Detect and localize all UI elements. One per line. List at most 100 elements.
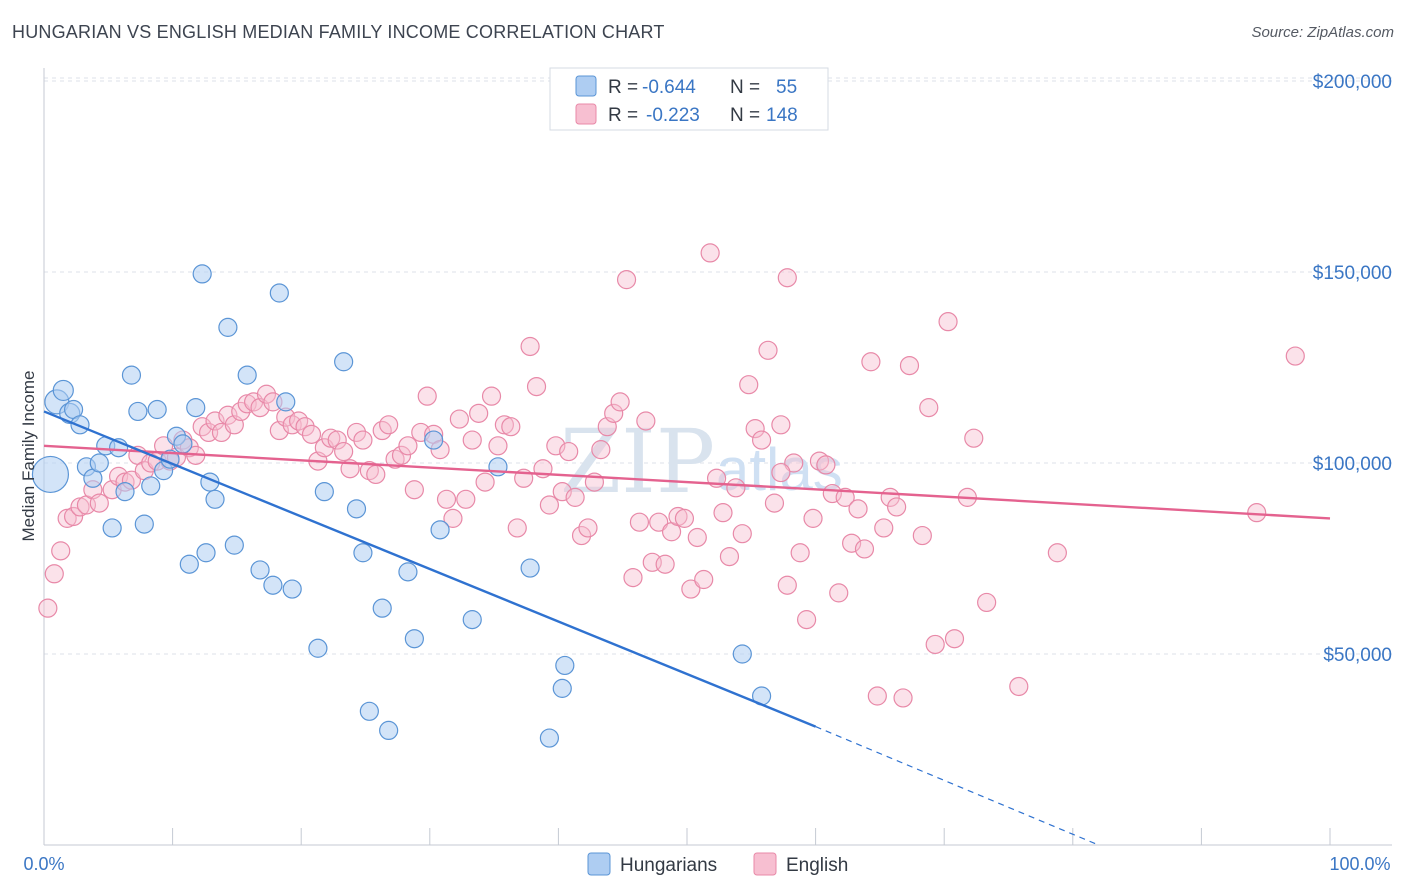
hungarian-point bbox=[192, 264, 212, 284]
watermark-zip: ZIP bbox=[560, 410, 715, 513]
hungarian-point bbox=[70, 415, 90, 435]
hungarian-point bbox=[218, 317, 238, 337]
x-tick-marks bbox=[43, 828, 1331, 845]
english-point bbox=[443, 508, 463, 528]
hungarian-point bbox=[179, 554, 199, 574]
english-point bbox=[578, 518, 598, 538]
english-point bbox=[379, 415, 399, 435]
english-point bbox=[919, 398, 939, 418]
english-point bbox=[964, 428, 984, 448]
english-point bbox=[732, 524, 752, 544]
english-point bbox=[700, 243, 720, 263]
english-trend-line bbox=[43, 444, 1331, 520]
english-point bbox=[327, 430, 347, 450]
hungarian-point bbox=[237, 365, 257, 385]
hungarian-point bbox=[31, 455, 70, 494]
hungarian-trend-extension bbox=[815, 726, 1099, 846]
english-point bbox=[231, 401, 251, 422]
english-point bbox=[604, 403, 624, 423]
hungarian-point bbox=[404, 629, 424, 649]
english-point bbox=[784, 453, 804, 473]
english-point bbox=[301, 424, 322, 444]
english-point bbox=[925, 634, 945, 655]
english-point bbox=[764, 493, 785, 513]
hungarian-point bbox=[269, 283, 289, 303]
english-point bbox=[366, 464, 386, 485]
english-point bbox=[334, 441, 354, 462]
english-point bbox=[726, 478, 746, 498]
hungarian-point bbox=[539, 728, 559, 748]
english-point bbox=[739, 375, 759, 395]
english-point bbox=[38, 598, 58, 618]
english-point bbox=[874, 518, 894, 538]
english-point bbox=[436, 489, 457, 509]
english-point bbox=[944, 629, 965, 649]
hungarian-point bbox=[552, 678, 572, 698]
bottom-legend-english: English bbox=[786, 855, 848, 876]
hungarian-point bbox=[379, 720, 399, 741]
english-point bbox=[89, 493, 109, 513]
correlation-legend: R = -0.644 N = 55 R = -0.223 N = 148 bbox=[549, 67, 829, 131]
hungarian-point bbox=[555, 655, 575, 676]
english-point bbox=[803, 508, 823, 528]
legend-n-label-2: N = bbox=[730, 105, 760, 126]
english-point bbox=[526, 377, 547, 397]
english-point bbox=[938, 312, 958, 332]
hungarian-point bbox=[334, 352, 354, 372]
hungarian-point bbox=[134, 514, 154, 534]
hungarian-point bbox=[308, 638, 328, 658]
hungarian-point bbox=[121, 365, 142, 385]
english-point bbox=[520, 336, 540, 357]
watermark: ZIP atlas bbox=[560, 410, 843, 513]
legend-swatch-english bbox=[575, 103, 597, 125]
hungarian-point bbox=[196, 543, 216, 563]
english-point bbox=[469, 403, 489, 423]
english-point bbox=[655, 554, 675, 574]
english-point bbox=[256, 384, 277, 404]
hungarian-point bbox=[250, 560, 270, 580]
english-point bbox=[777, 268, 797, 288]
english-point bbox=[591, 440, 611, 460]
english-point bbox=[44, 564, 64, 584]
english-point bbox=[1047, 543, 1067, 563]
english-point bbox=[636, 411, 656, 431]
hungarian-point bbox=[430, 520, 450, 540]
legend-r-value-1: -0.644 bbox=[642, 77, 696, 98]
english-point bbox=[751, 430, 772, 450]
english-point bbox=[63, 506, 84, 527]
hungarian-point bbox=[186, 398, 206, 418]
english-point bbox=[488, 436, 508, 456]
english-point bbox=[719, 546, 740, 567]
english-point bbox=[867, 686, 887, 706]
english-point bbox=[391, 445, 412, 465]
legend-swatch-hungarians bbox=[575, 75, 597, 97]
english-point bbox=[353, 430, 373, 450]
english-point bbox=[649, 512, 669, 532]
hungarian-point bbox=[205, 489, 225, 509]
hungarian-point bbox=[89, 453, 109, 473]
english-point bbox=[565, 487, 585, 507]
hungarian-point bbox=[147, 399, 167, 420]
english-point bbox=[417, 386, 437, 406]
english-point bbox=[1009, 676, 1029, 697]
english-point bbox=[893, 688, 913, 708]
english-point bbox=[899, 355, 920, 376]
english-point bbox=[713, 503, 733, 523]
english-point bbox=[462, 430, 482, 450]
english-point bbox=[404, 480, 424, 500]
hungarian-point bbox=[173, 434, 193, 454]
english-point bbox=[861, 352, 881, 372]
english-point bbox=[681, 579, 701, 599]
chart-title: HUNGARIAN VS ENGLISH MEDIAN FAMILY INCOM… bbox=[12, 22, 665, 42]
english-point bbox=[629, 512, 650, 532]
hungarian-trend-line bbox=[43, 410, 817, 728]
x-tick-label-min: 0.0% bbox=[23, 854, 64, 874]
y-tick-label: $150,000 bbox=[1313, 263, 1392, 284]
axes bbox=[43, 68, 1392, 846]
english-point bbox=[848, 499, 868, 519]
y-tick-label: $200,000 bbox=[1313, 72, 1392, 93]
legend-n-label-1: N = bbox=[730, 77, 760, 98]
hungarian-point bbox=[52, 379, 74, 402]
hungarian-point bbox=[732, 644, 752, 664]
